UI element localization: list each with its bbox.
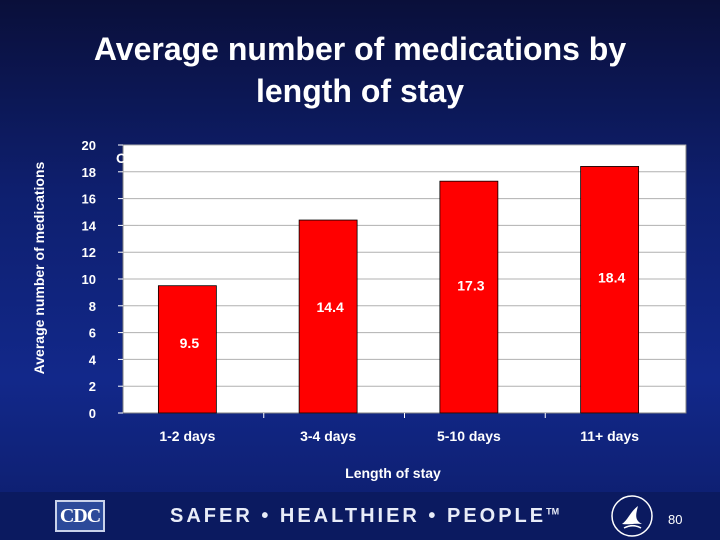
x-axis-categories: 1-2 days 3-4 days 5-10 days 11+ days <box>159 413 639 444</box>
tagline-text: SAFER • HEALTHIER • PEOPLE <box>170 505 547 527</box>
x-category-label: 3-4 days <box>300 428 356 444</box>
y-axis-title: Average number of medications <box>31 161 47 374</box>
data-labels: 9.5 14.4 17.3 18.4 <box>180 269 626 351</box>
x-category-label: 1-2 days <box>159 428 215 444</box>
y-axis-ticks: 0 2 4 6 8 10 12 14 16 18 20 <box>82 138 123 421</box>
page-number: 80 <box>668 512 683 527</box>
y-tick-label: 0 <box>89 406 96 421</box>
bar <box>298 219 358 414</box>
y-tick-label: 6 <box>89 326 96 341</box>
x-axis-title: Length of stay <box>345 465 441 481</box>
y-tick-label: 18 <box>82 165 96 180</box>
y-tick-label: 14 <box>82 218 97 233</box>
hhs-eagle-seal-icon <box>611 495 653 537</box>
y-tick-label: 4 <box>89 352 97 367</box>
slide-title: Average number of medications by length … <box>93 31 627 109</box>
y-tick-label: 10 <box>82 272 96 287</box>
trademark-mark: TM <box>546 506 560 517</box>
bar <box>580 166 640 414</box>
bar <box>157 285 217 414</box>
footer-bar <box>0 492 720 540</box>
x-category-label: 5-10 days <box>437 428 501 444</box>
bar <box>439 180 499 414</box>
bar-value-label: 17.3 <box>457 277 484 293</box>
footer-tagline: SAFER • HEALTHIER • PEOPLETM <box>170 505 559 528</box>
y-tick-label: 20 <box>82 138 96 153</box>
y-tick-label: 2 <box>89 379 96 394</box>
bar-chart: 9.5 14.4 17.3 18.4 0 2 4 6 8 10 12 14 16 18 20 1-2 da… <box>31 138 687 481</box>
bars <box>157 166 640 414</box>
bar-value-label: 18.4 <box>598 269 625 285</box>
y-tick-label: 16 <box>82 192 96 207</box>
y-tick-label: 8 <box>89 299 96 314</box>
overall-annotation: Overall: 13.6 medications <box>116 150 285 166</box>
bar-value-label: 9.5 <box>180 335 200 351</box>
cdc-logo: CDC <box>55 500 105 532</box>
y-tick-label: 12 <box>82 245 96 260</box>
x-category-label: 11+ days <box>580 428 639 444</box>
bar-value-label: 14.4 <box>317 299 344 315</box>
